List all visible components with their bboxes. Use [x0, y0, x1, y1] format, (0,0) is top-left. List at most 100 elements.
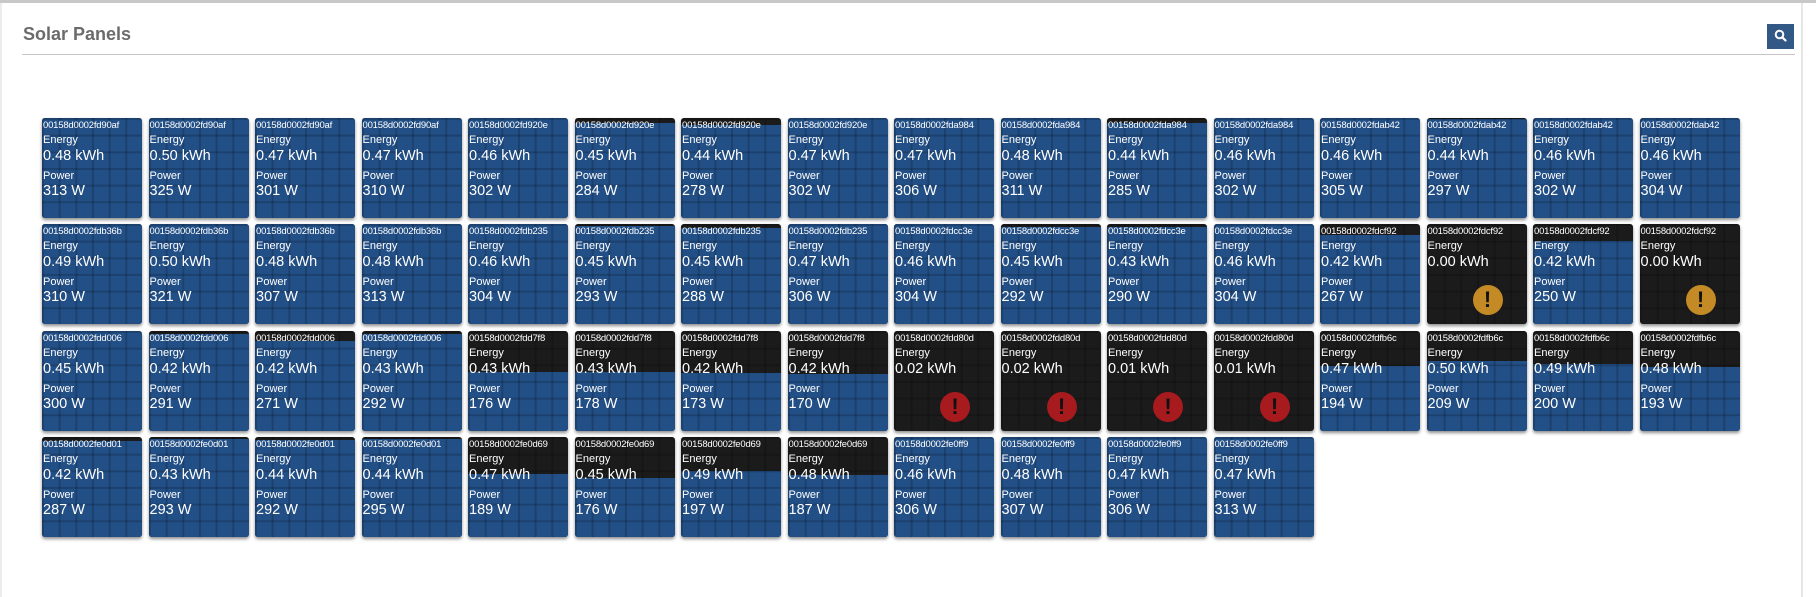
solar-panel-tile[interactable]: 00158d0002fdcf92 Energy 0.42 kWh Power 250 W — [1533, 224, 1633, 325]
solar-panel-tile[interactable]: 00158d0002fe0d69 Energy 0.48 kWh Power 187 W — [787, 436, 888, 537]
solar-panel-tile[interactable]: 00158d0002fe0d01 Energy 0.42 kWh Power 287 W — [42, 436, 142, 537]
solar-panel-tile[interactable]: 00158d0002fdd80d Energy 0.02 kWh! — [894, 330, 994, 431]
solar-panel-tile[interactable]: 00158d0002fdfb6c Energy 0.50 kWh Power 209 W — [1426, 330, 1527, 431]
solar-panel-tile[interactable]: 00158d0002fdcc3e Energy 0.46 kWh Power 304 W — [1213, 224, 1314, 325]
energy-value: 0.00 kWh — [1640, 254, 1702, 271]
energy-label: Energy — [362, 346, 398, 359]
energy-label: Energy — [682, 452, 717, 465]
energy-value: 0.43 kWh — [575, 360, 637, 377]
solar-panel-tile[interactable]: 00158d0002fdb235 Energy 0.45 kWh Power 288 W — [681, 224, 781, 325]
solar-panel-tile[interactable]: 00158d0002fdd006 Energy 0.45 kWh Power 300 W — [42, 330, 142, 431]
solar-panel-tile[interactable]: 00158d0002fd920e Energy 0.44 kWh Power 278 W — [681, 118, 781, 218]
panel-level-fill — [361, 438, 462, 537]
solar-panel-tile[interactable]: 00158d0002fdb235 Energy 0.46 kWh Power 304 W — [468, 224, 568, 325]
solar-panel-tile[interactable]: 00158d0002fd90af Energy 0.47 kWh Power 310 W — [361, 118, 462, 218]
solar-panel-tile[interactable]: 00158d0002fdd006 Energy 0.42 kWh Power 291 W — [148, 330, 249, 431]
solar-panel-tile[interactable]: 00158d0002fdb36b Energy 0.48 kWh Power 313 W — [361, 224, 462, 325]
solar-panel-tile[interactable]: 00158d0002fdfb6c Energy 0.47 kWh Power 194 W — [1320, 330, 1420, 431]
solar-panel-tile[interactable]: 00158d0002fdab42 Energy 0.44 kWh Power 297 W — [1426, 118, 1527, 218]
power-value: 176 W — [469, 395, 511, 412]
power-label: Power — [43, 382, 75, 395]
energy-value: 0.46 kWh — [895, 254, 957, 271]
energy-value: 0.42 kWh — [682, 360, 744, 377]
panel-id: 00158d0002fdb36b — [43, 226, 122, 238]
solar-panel-tile[interactable]: 00158d0002fdd7f8 Energy 0.42 kWh Power 173 W — [681, 330, 781, 431]
solar-panel-tile[interactable]: 00158d0002fe0d69 Energy 0.49 kWh Power 197 W — [681, 436, 781, 537]
panel-cell-grid — [787, 224, 888, 325]
solar-panel-tile[interactable]: 00158d0002fe0ff9 Energy 0.48 kWh Power 307 W — [1000, 436, 1101, 537]
energy-label: Energy — [256, 452, 291, 465]
panel-id: 00158d0002fdd006 — [149, 332, 229, 344]
panel-cell-grid — [361, 118, 462, 218]
solar-panel-tile[interactable]: 00158d0002fda984 Energy 0.46 kWh Power 302 W — [1213, 118, 1314, 218]
energy-label: Energy — [469, 240, 504, 253]
energy-label: Energy — [682, 134, 717, 146]
solar-panel-tile[interactable]: 00158d0002fdfb6c Energy 0.48 kWh Power 193 W — [1639, 330, 1740, 431]
solar-panel-tile[interactable]: 00158d0002fd920e Energy 0.46 kWh Power 302 W — [468, 118, 568, 218]
solar-panel-tile[interactable]: 00158d0002fda984 Energy 0.48 kWh Power 311 W — [1000, 118, 1101, 218]
solar-panel-tile[interactable]: 00158d0002fdd7f8 Energy 0.42 kWh Power 170 W — [787, 330, 888, 431]
solar-panel-tile[interactable]: 00158d0002fdb36b Energy 0.48 kWh Power 307 W — [255, 224, 355, 325]
solar-panel-tile[interactable]: 00158d0002fe0ff9 Energy 0.46 kWh Power 306 W — [894, 436, 994, 537]
solar-panel-tile[interactable]: 00158d0002fdcc3e Energy 0.46 kWh Power 304 W — [894, 224, 994, 325]
solar-panel-tile[interactable]: 00158d0002fdd006 Energy 0.42 kWh Power 271 W — [255, 330, 355, 431]
panel-cell-grid — [148, 436, 249, 537]
energy-label: Energy — [149, 346, 185, 359]
solar-panel-tile[interactable]: 00158d0002fe0d01 Energy 0.44 kWh Power 292 W — [255, 436, 355, 537]
panel-id: 00158d0002fd90af — [149, 120, 226, 131]
solar-panel-tile[interactable]: 00158d0002fdab42 Energy 0.46 kWh Power 305 W — [1320, 118, 1420, 218]
solar-panel-tile[interactable]: 00158d0002fdcc3e Energy 0.43 kWh Power 290 W — [1107, 224, 1207, 325]
solar-panel-tile[interactable]: 00158d0002fe0d69 Energy 0.47 kWh Power 189 W — [468, 436, 568, 537]
power-label: Power — [1214, 276, 1246, 289]
solar-panel-tile[interactable]: 00158d0002fdab42 Energy 0.46 kWh Power 302 W — [1533, 118, 1633, 218]
panel-cell-grid — [1426, 118, 1527, 218]
solar-panel-tile[interactable]: 00158d0002fdcc3e Energy 0.45 kWh Power 292 W — [1000, 224, 1101, 325]
panel-id: 00158d0002fdfb6c — [1534, 332, 1610, 344]
solar-panel-tile[interactable]: 00158d0002fd920e Energy 0.45 kWh Power 284 W — [574, 118, 675, 218]
solar-panel-tile[interactable]: 00158d0002fda984 Energy 0.44 kWh Power 285 W — [1107, 118, 1207, 218]
solar-panel-tile[interactable]: 00158d0002fd90af Energy 0.48 kWh Power 313 W — [42, 118, 142, 218]
solar-panel-tile[interactable]: 00158d0002fdcf92 Energy 0.42 kWh Power 267 W — [1320, 224, 1420, 325]
panel-id: 00158d0002fe0ff9 — [1001, 438, 1075, 450]
solar-panel-tile[interactable]: 00158d0002fdd006 Energy 0.43 kWh Power 292 W — [361, 330, 462, 431]
energy-label: Energy — [149, 240, 185, 253]
solar-panel-tile[interactable]: 00158d0002fdd7f8 Energy 0.43 kWh Power 178 W — [574, 330, 675, 431]
solar-panel-tile[interactable]: 00158d0002fdd80d Energy 0.01 kWh! — [1107, 330, 1207, 431]
solar-panel-tile[interactable]: 00158d0002fe0d01 Energy 0.43 kWh Power 293 W — [148, 436, 249, 537]
solar-panel-tile[interactable]: 00158d0002fdd7f8 Energy 0.43 kWh Power 176 W — [468, 330, 568, 431]
energy-value: 0.46 kWh — [1534, 148, 1596, 164]
power-value: 290 W — [1108, 289, 1150, 306]
energy-value: 0.45 kWh — [575, 148, 637, 164]
solar-panel-tile[interactable]: 00158d0002fdb235 Energy 0.45 kWh Power 293 W — [574, 224, 675, 325]
solar-panel-tile[interactable]: 00158d0002fdcf92 Energy 0.00 kWh! — [1639, 224, 1740, 325]
solar-panel-tile[interactable]: 00158d0002fdfb6c Energy 0.49 kWh Power 200 W — [1533, 330, 1633, 431]
solar-panel-tile[interactable]: 00158d0002fdb36b Energy 0.50 kWh Power 321 W — [148, 224, 249, 325]
power-label: Power — [575, 382, 607, 395]
solar-panel-tile[interactable]: 00158d0002fdab42 Energy 0.46 kWh Power 304 W — [1639, 118, 1740, 218]
solar-panel-tile[interactable]: 00158d0002fdb235 Energy 0.47 kWh Power 306 W — [787, 224, 888, 325]
power-value: 189 W — [469, 501, 511, 518]
solar-panel-tile[interactable]: 00158d0002fe0ff9 Energy 0.47 kWh Power 313 W — [1213, 436, 1314, 537]
solar-panel-tile[interactable]: 00158d0002fdd80d Energy 0.01 kWh! — [1213, 330, 1314, 431]
energy-value: 0.48 kWh — [43, 148, 105, 164]
panel-id: 00158d0002fdcf92 — [1534, 226, 1610, 238]
solar-panel-tile[interactable]: 00158d0002fe0ff9 Energy 0.47 kWh Power 306 W — [1107, 436, 1207, 537]
power-value: 292 W — [256, 501, 298, 518]
solar-panel-tile[interactable]: 00158d0002fd920e Energy 0.47 kWh Power 302 W — [787, 118, 888, 218]
panel-id: 00158d0002fdd006 — [43, 332, 122, 344]
solar-panel-tile[interactable]: 00158d0002fdb36b Energy 0.49 kWh Power 310 W — [42, 224, 142, 325]
solar-panel-tile[interactable]: 00158d0002fd90af Energy 0.47 kWh Power 301 W — [255, 118, 355, 218]
panel-cell-grid — [681, 436, 781, 537]
solar-panel-tile[interactable]: 00158d0002fdcf92 Energy 0.00 kWh! — [1426, 224, 1527, 325]
panel-cell-grid — [1320, 118, 1420, 218]
solar-panel-tile[interactable]: 00158d0002fe0d69 Energy 0.45 kWh Power 176 W — [574, 436, 675, 537]
solar-panel-tile[interactable]: 00158d0002fdd80d Energy 0.02 kWh! — [1000, 330, 1101, 431]
solar-panel-tile[interactable]: 00158d0002fe0d01 Energy 0.44 kWh Power 295 W — [361, 436, 462, 537]
solar-panel-tile[interactable]: 00158d0002fd90af Energy 0.50 kWh Power 325 W — [148, 118, 249, 218]
panel-id: 00158d0002fdd7f8 — [682, 332, 759, 344]
energy-label: Energy — [682, 240, 717, 253]
energy-label: Energy — [575, 452, 611, 465]
solar-panel-tile[interactable]: 00158d0002fda984 Energy 0.47 kWh Power 306 W — [894, 118, 994, 218]
search-button[interactable] — [1767, 24, 1794, 49]
energy-label: Energy — [1321, 240, 1356, 253]
